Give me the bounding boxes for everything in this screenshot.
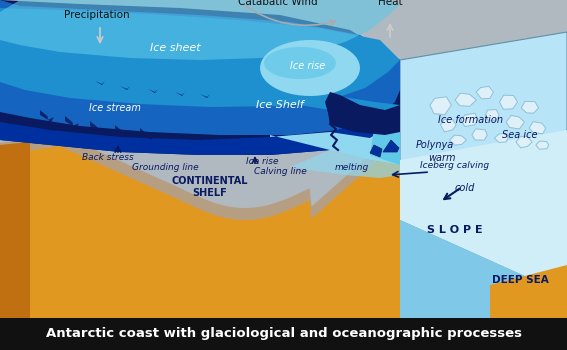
Polygon shape [140,128,154,140]
Polygon shape [65,116,79,128]
Polygon shape [0,142,30,318]
Text: Polynya: Polynya [416,140,454,150]
Text: S L O P E: S L O P E [427,225,483,235]
Polygon shape [383,140,399,152]
Text: Ice rise: Ice rise [246,158,278,167]
Polygon shape [506,116,524,129]
Polygon shape [500,95,518,109]
Polygon shape [0,0,400,155]
Polygon shape [370,118,400,165]
Polygon shape [270,120,400,165]
Polygon shape [115,125,129,137]
Polygon shape [441,119,456,132]
Polygon shape [400,220,567,318]
Polygon shape [325,92,400,135]
Polygon shape [290,150,400,178]
Polygon shape [400,130,567,295]
Polygon shape [148,89,158,93]
Polygon shape [260,40,360,96]
Polygon shape [200,94,210,98]
Text: Heat: Heat [378,0,403,7]
Polygon shape [264,47,336,79]
Polygon shape [90,121,104,133]
Polygon shape [270,90,400,118]
Polygon shape [490,265,567,318]
Text: warm: warm [428,153,455,163]
Text: cold: cold [455,183,475,193]
Polygon shape [485,110,499,120]
Text: Antarctic coast with glaciological and oceanographic processes: Antarctic coast with glaciological and o… [45,328,522,341]
Text: Ice Shelf: Ice Shelf [256,100,304,110]
Polygon shape [0,0,400,135]
Polygon shape [450,135,467,145]
Polygon shape [430,97,451,114]
Text: Grounding line: Grounding line [132,162,198,172]
Text: Ice rise: Ice rise [290,61,325,71]
Polygon shape [461,113,478,127]
Polygon shape [0,0,400,60]
Text: Iceberg calving: Iceberg calving [421,161,489,169]
Text: CONTINENTAL
SHELF: CONTINENTAL SHELF [172,176,248,198]
Text: Sea ice: Sea ice [502,130,538,140]
Polygon shape [400,32,567,295]
Polygon shape [494,133,508,142]
Polygon shape [516,136,532,148]
Text: Calving line: Calving line [253,168,306,176]
Text: Back stress: Back stress [82,154,134,162]
Polygon shape [95,81,105,85]
Polygon shape [529,121,545,134]
Text: Ice stream: Ice stream [89,103,141,113]
Text: melting: melting [335,163,369,173]
Text: Ice formation: Ice formation [438,115,502,125]
Polygon shape [175,92,185,96]
Text: DEEP SEA: DEEP SEA [492,275,548,285]
Polygon shape [0,105,400,155]
Polygon shape [40,110,54,122]
Polygon shape [536,141,549,149]
Polygon shape [455,93,476,106]
Polygon shape [521,102,539,113]
Polygon shape [370,145,382,157]
Text: Ice sheet: Ice sheet [150,43,200,53]
Bar [0,318,567,350]
Text: Catabatic Wind: Catabatic Wind [238,0,318,7]
Polygon shape [0,128,400,220]
Text: Precipitation: Precipitation [64,10,130,20]
Polygon shape [0,0,400,107]
Polygon shape [120,86,130,90]
Polygon shape [476,86,493,99]
Polygon shape [0,140,400,318]
Polygon shape [472,129,488,140]
